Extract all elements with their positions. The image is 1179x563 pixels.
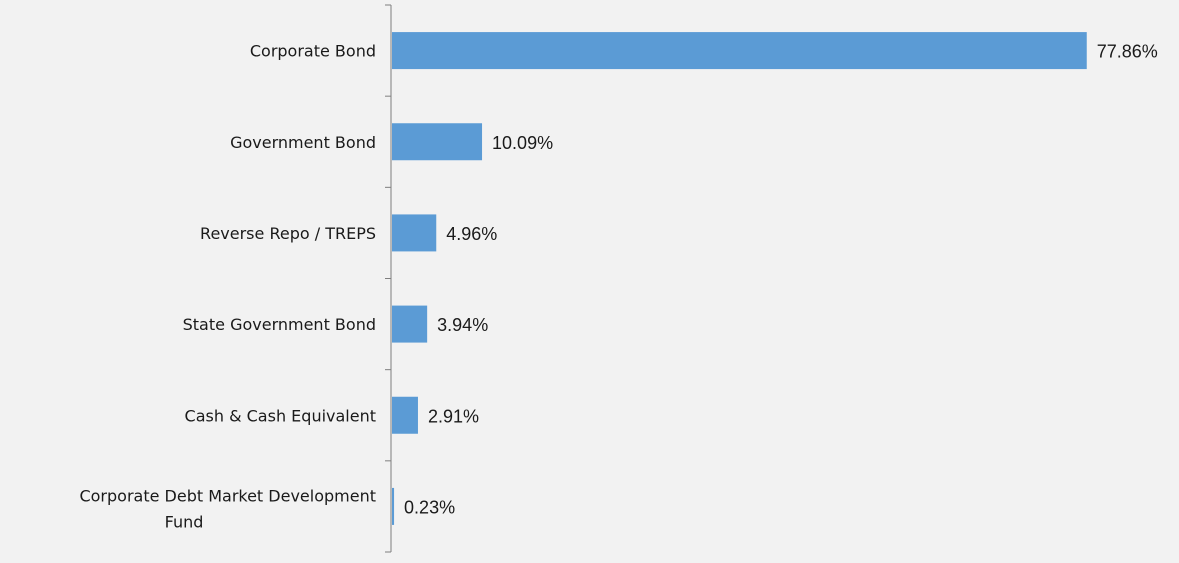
data-label: 4.96% — [446, 224, 497, 244]
category-label: Corporate Debt Market Development Fund — [79, 486, 376, 531]
data-label: 10.09% — [492, 133, 553, 153]
category-label: State Government Bond — [183, 315, 376, 334]
bar — [392, 214, 437, 252]
bar — [392, 32, 1087, 70]
data-label: 2.91% — [428, 406, 479, 426]
bar — [392, 123, 483, 161]
category-label: Government Bond — [230, 133, 376, 152]
category-label: Cash & Cash Equivalent — [185, 406, 376, 425]
category-label: Reverse Repo / TREPS — [200, 224, 376, 243]
bar — [392, 305, 428, 343]
data-label: 3.94% — [437, 315, 488, 335]
category-label: Corporate Bond — [250, 42, 376, 61]
data-label: 0.23% — [404, 497, 455, 517]
bar — [392, 396, 418, 434]
bar — [392, 487, 395, 525]
data-label: 77.86% — [1097, 42, 1158, 62]
